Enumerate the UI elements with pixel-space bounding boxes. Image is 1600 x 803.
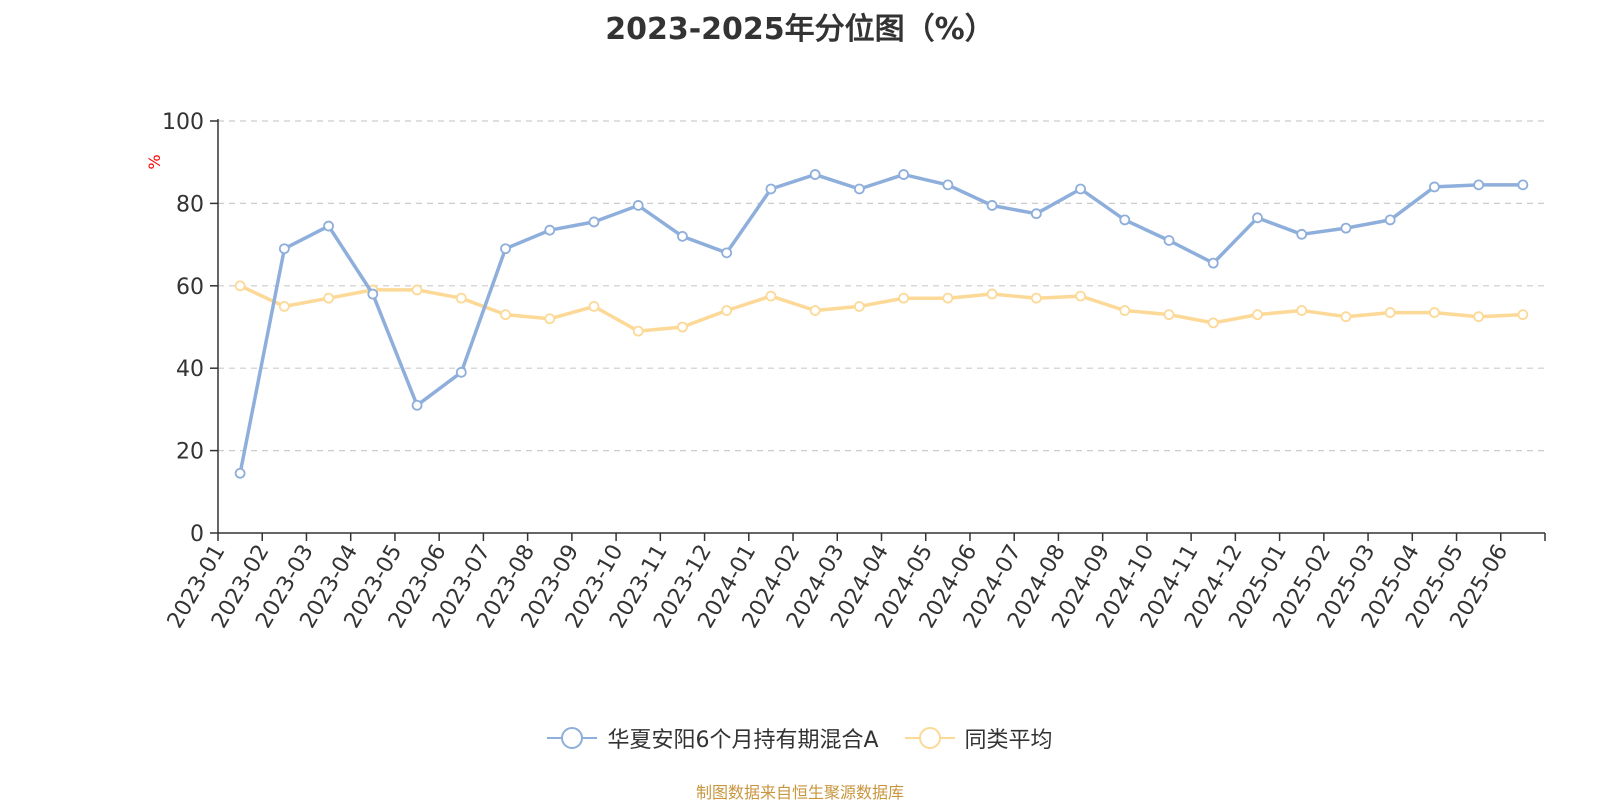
legend-item-series-1[interactable]: 华夏安阳6个月持有期混合A	[547, 722, 879, 754]
series-1-point	[1252, 212, 1263, 224]
y-tick-label: 40	[176, 357, 204, 382]
series-layer	[234, 169, 1529, 479]
series-2-point	[278, 300, 290, 312]
series-2-point	[632, 325, 644, 337]
series-1-point	[721, 247, 733, 259]
series-2-point	[1119, 305, 1131, 316]
y-axis-label: %	[145, 154, 164, 169]
series-2-point	[1517, 309, 1529, 321]
legend-marker-series-1	[547, 727, 598, 749]
legend-label-series-2: 同类平均	[964, 728, 1053, 753]
series-1-point	[1207, 257, 1219, 269]
series-2-point	[1296, 305, 1308, 316]
series-2-point	[1429, 307, 1440, 318]
series-1-point	[455, 366, 467, 378]
series-1-point	[1075, 183, 1086, 195]
legend: 华夏安阳6个月持有期混合A 同类平均	[0, 722, 1600, 754]
series-2-point	[1207, 317, 1219, 329]
series-1-point	[677, 230, 688, 242]
series-2-point	[853, 300, 865, 312]
series-1-point	[1473, 179, 1485, 191]
series-1-point	[942, 179, 954, 191]
series-2-point	[986, 288, 998, 300]
series-2-point	[234, 280, 246, 292]
series-1-point	[278, 243, 290, 255]
legend-marker-series-2	[904, 727, 955, 749]
series-2-point	[898, 292, 910, 304]
series-2-point	[721, 305, 733, 316]
series-2-point	[1473, 311, 1485, 323]
axis-layer: 020406080100%2023-012023-022023-032023-0…	[145, 110, 1546, 633]
y-tick-label: 0	[190, 522, 204, 547]
series-1-point	[323, 220, 334, 232]
legend-label-series-1: 华夏安阳6个月持有期混合A	[607, 728, 879, 753]
grid-layer	[218, 120, 1545, 452]
series-2-point	[677, 321, 688, 333]
series-1-point	[1163, 235, 1175, 246]
series-1-point	[367, 288, 379, 300]
y-tick-label: 80	[176, 192, 204, 217]
series-1-point	[809, 169, 821, 180]
series-2-point	[588, 300, 600, 312]
series-2-point	[1163, 309, 1175, 321]
y-tick-label: 100	[162, 110, 204, 135]
series-2-point	[765, 290, 777, 302]
source-note: 制图数据来自恒生聚源数据库	[695, 783, 904, 802]
series-1-point	[898, 169, 910, 180]
series-2-point	[1252, 309, 1263, 321]
legend-item-series-2[interactable]: 同类平均	[904, 722, 1053, 754]
series-2-point	[1384, 307, 1396, 318]
series-1-point	[632, 200, 644, 211]
series-2-point	[942, 292, 954, 304]
series-1-point	[1296, 228, 1308, 240]
series-2-point	[455, 292, 467, 304]
series-1-point	[1030, 208, 1042, 220]
series-1-point	[1340, 222, 1352, 234]
series-line-1	[238, 172, 1523, 474]
series-1-point	[1384, 214, 1396, 226]
series-1-point	[234, 467, 246, 479]
series-1-point	[544, 224, 556, 236]
series-1-point	[1119, 214, 1131, 226]
series-1-point	[500, 243, 511, 255]
series-2-point	[1075, 290, 1086, 302]
series-1-point	[1429, 181, 1440, 193]
y-tick-label: 60	[176, 275, 204, 300]
series-2-point	[544, 313, 556, 325]
series-line-2	[239, 284, 1523, 333]
series-1-point	[853, 183, 865, 195]
series-1-point	[588, 216, 600, 228]
series-1-point	[411, 399, 423, 411]
series-2-point	[323, 292, 334, 304]
series-2-point	[500, 309, 511, 321]
series-1-point	[986, 200, 998, 211]
series-2-point	[809, 305, 821, 316]
series-2-point	[411, 284, 423, 296]
chart-title: 2023-2025年分位图（%）	[605, 12, 995, 47]
y-tick-label: 20	[176, 440, 204, 465]
series-1-point	[765, 183, 777, 195]
series-2-point	[1340, 311, 1352, 323]
series-2-point	[1030, 292, 1042, 304]
series-1-point	[1517, 179, 1529, 191]
